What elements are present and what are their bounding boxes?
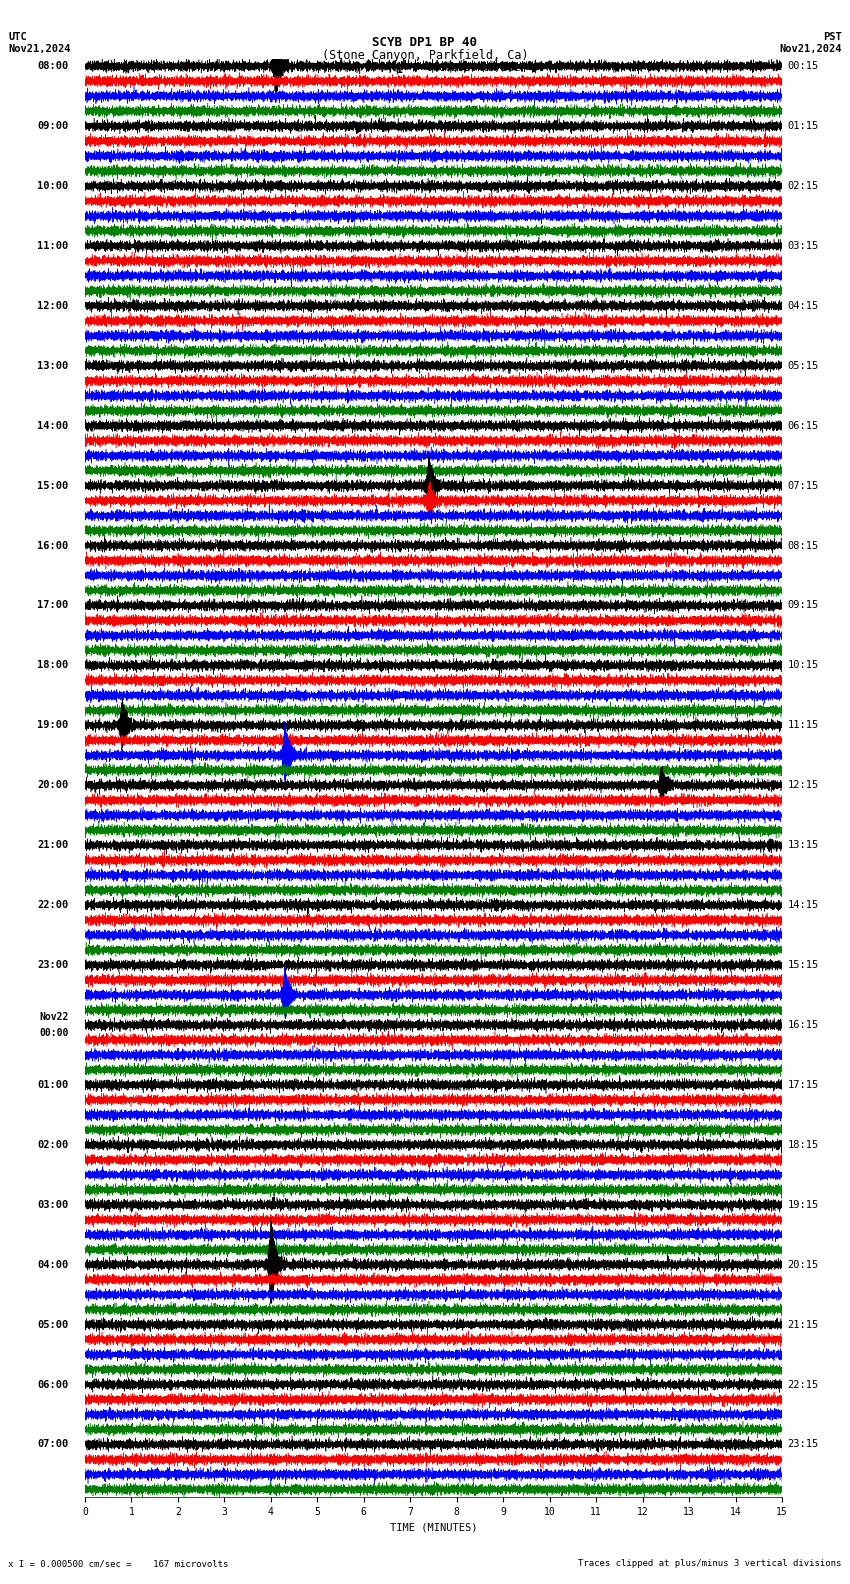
Text: 13:15: 13:15 (788, 840, 819, 851)
Text: 02:00: 02:00 (37, 1140, 69, 1150)
Text: 15:15: 15:15 (788, 960, 819, 969)
Text: 13:00: 13:00 (37, 361, 69, 371)
Text: 18:00: 18:00 (37, 661, 69, 670)
Text: 23:15: 23:15 (788, 1440, 819, 1449)
Text: 03:15: 03:15 (788, 241, 819, 250)
Text: 06:15: 06:15 (788, 421, 819, 431)
Text: 05:15: 05:15 (788, 361, 819, 371)
Text: 20:00: 20:00 (37, 781, 69, 790)
Text: 17:00: 17:00 (37, 600, 69, 610)
Text: 07:00: 07:00 (37, 1440, 69, 1449)
Text: 23:00: 23:00 (37, 960, 69, 969)
Text: 15:00: 15:00 (37, 480, 69, 491)
Text: 11:15: 11:15 (788, 721, 819, 730)
Text: (Stone Canyon, Parkfield, Ca): (Stone Canyon, Parkfield, Ca) (321, 49, 529, 62)
Text: 09:00: 09:00 (37, 120, 69, 131)
Text: Nov22: Nov22 (39, 1012, 69, 1022)
Text: 22:15: 22:15 (788, 1380, 819, 1389)
Text: 08:15: 08:15 (788, 540, 819, 551)
Text: 21:15: 21:15 (788, 1319, 819, 1329)
Text: 20:15: 20:15 (788, 1259, 819, 1270)
Text: 07:15: 07:15 (788, 480, 819, 491)
Text: 08:00: 08:00 (37, 62, 69, 71)
Text: 12:00: 12:00 (37, 301, 69, 310)
Text: 09:15: 09:15 (788, 600, 819, 610)
Text: 11:00: 11:00 (37, 241, 69, 250)
Text: 01:15: 01:15 (788, 120, 819, 131)
Text: 01:00: 01:00 (37, 1080, 69, 1090)
Text: 18:15: 18:15 (788, 1140, 819, 1150)
Text: 02:15: 02:15 (788, 181, 819, 192)
Text: 04:15: 04:15 (788, 301, 819, 310)
Text: 22:00: 22:00 (37, 900, 69, 911)
Text: 16:15: 16:15 (788, 1020, 819, 1030)
Text: 05:00: 05:00 (37, 1319, 69, 1329)
Text: 04:00: 04:00 (37, 1259, 69, 1270)
Text: 19:00: 19:00 (37, 721, 69, 730)
Text: PST: PST (823, 32, 842, 41)
Text: 00:00: 00:00 (39, 1028, 69, 1038)
Text: Nov21,2024: Nov21,2024 (779, 44, 842, 54)
Text: 10:00: 10:00 (37, 181, 69, 192)
X-axis label: TIME (MINUTES): TIME (MINUTES) (390, 1522, 477, 1532)
Text: UTC: UTC (8, 32, 27, 41)
Text: Nov21,2024: Nov21,2024 (8, 44, 71, 54)
Text: Traces clipped at plus/minus 3 vertical divisions: Traces clipped at plus/minus 3 vertical … (578, 1559, 842, 1568)
Text: 17:15: 17:15 (788, 1080, 819, 1090)
Text: 00:15: 00:15 (788, 62, 819, 71)
Text: 16:00: 16:00 (37, 540, 69, 551)
Text: 14:00: 14:00 (37, 421, 69, 431)
Text: 19:15: 19:15 (788, 1199, 819, 1210)
Text: 03:00: 03:00 (37, 1199, 69, 1210)
Text: I: I (396, 63, 404, 76)
Text: 06:00: 06:00 (37, 1380, 69, 1389)
Text: 12:15: 12:15 (788, 781, 819, 790)
Text: SCYB DP1 BP 40: SCYB DP1 BP 40 (372, 36, 478, 49)
Text: 14:15: 14:15 (788, 900, 819, 911)
Text: x I = 0.000500 cm/sec =    167 microvolts: x I = 0.000500 cm/sec = 167 microvolts (8, 1559, 229, 1568)
Text: = 0.000500 cm/sec: = 0.000500 cm/sec (408, 63, 520, 73)
Text: 10:15: 10:15 (788, 661, 819, 670)
Text: 21:00: 21:00 (37, 840, 69, 851)
